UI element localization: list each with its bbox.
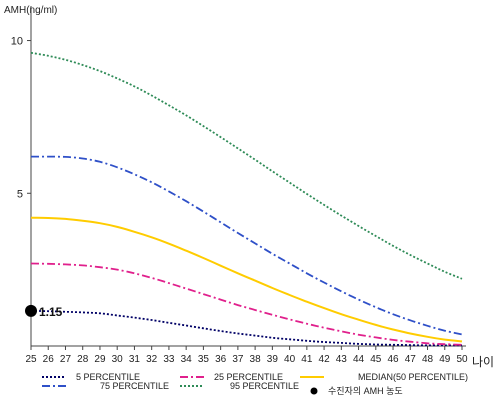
y-tick-label: 10 xyxy=(11,36,23,48)
legend-label-p5: 5 PERCENTILE xyxy=(76,372,140,382)
series-lines xyxy=(30,51,463,347)
x-tick-label: 48 xyxy=(422,354,434,365)
legend-label-p25: 25 PERCENTILE xyxy=(214,372,283,382)
x-tick-label: 38 xyxy=(250,354,262,365)
axes: AMH(ng/ml) 나이 5 10 25 26 27 28 29 30 31 32 33 34 35 36 3… xyxy=(4,5,494,369)
series-line-p50 xyxy=(30,216,463,343)
x-tick-label: 28 xyxy=(77,354,89,365)
legend-label-p95: 95 PERCENTILE xyxy=(230,381,299,391)
x-tick-label: 46 xyxy=(387,354,399,365)
x-tick-label: 49 xyxy=(439,354,451,365)
x-axis-label: 나이 xyxy=(472,355,494,369)
x-tick-label: 50 xyxy=(456,354,468,365)
x-tick-label: 47 xyxy=(405,354,417,365)
x-tick-label: 35 xyxy=(198,354,210,365)
x-tick-label: 36 xyxy=(215,354,227,365)
x-tick-label: 25 xyxy=(25,354,37,365)
x-tick-label: 34 xyxy=(181,354,193,365)
y-axis-label: AMH(ng/ml) xyxy=(4,5,57,16)
legend-label-patient: 수진자의 AMH 농도 xyxy=(328,386,403,396)
y-tick-label: 5 xyxy=(17,188,23,200)
series-line-p5 xyxy=(30,310,462,347)
x-tick-label: 32 xyxy=(146,354,158,365)
series-line-p95 xyxy=(30,51,463,280)
series-line-p75 xyxy=(31,155,463,336)
legend-label-p50: MEDIAN(50 PERCENTILE) xyxy=(358,372,468,382)
x-tick-label: 41 xyxy=(301,354,313,365)
legend-marker-patient xyxy=(310,387,318,395)
x-tick-label: 33 xyxy=(163,354,175,365)
x-tick-label: 44 xyxy=(353,354,365,365)
legend: 5 PERCENTILE 25 PERCENTILE MEDIAN(50 PERCE… xyxy=(42,372,468,396)
patient-amh-value-label: 1.15 xyxy=(39,305,63,319)
patient-amh-point xyxy=(25,304,37,317)
x-tick-label: 31 xyxy=(129,354,141,365)
series-line-p25 xyxy=(30,262,463,346)
x-tick-label: 29 xyxy=(94,354,106,365)
x-tick-label: 40 xyxy=(284,354,296,365)
x-tick-label: 42 xyxy=(319,354,331,365)
x-tick-label: 26 xyxy=(43,354,55,365)
x-tick-label: 43 xyxy=(336,354,348,365)
x-tick-label: 39 xyxy=(267,354,279,365)
x-tick-label: 45 xyxy=(370,354,382,365)
x-tick-label: 27 xyxy=(60,354,72,365)
legend-label-p75: 75 PERCENTILE xyxy=(100,381,169,391)
x-tick-label: 30 xyxy=(112,354,124,365)
x-tick-label: 37 xyxy=(232,354,244,365)
data-points: 1.15 xyxy=(25,304,63,319)
